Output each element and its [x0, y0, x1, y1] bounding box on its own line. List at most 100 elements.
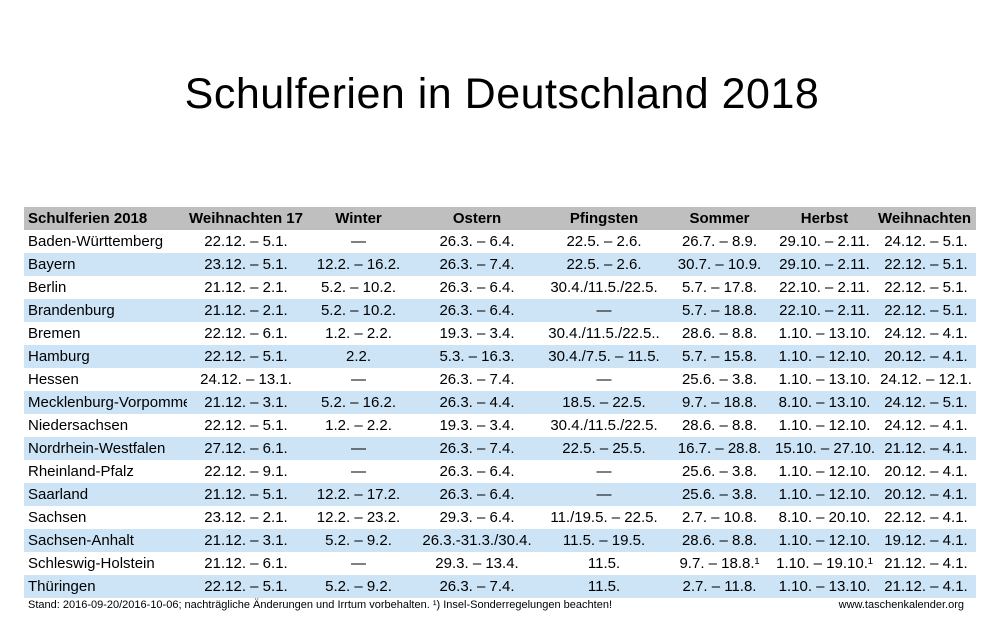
holiday-cell: 11.5. [542, 552, 666, 575]
holiday-cell: 2.2. [305, 345, 412, 368]
holiday-cell: 24.12. – 4.1. [876, 322, 976, 345]
holiday-table: Schulferien 2018 Weihnachten 17 Winter O… [24, 207, 976, 598]
table-row: Bremen 22.12. – 6.1. 1.2. – 2.2. 19.3. – 3.… [24, 322, 976, 345]
page-title: Schulferien in Deutschland 2018 [184, 70, 820, 118]
holiday-cell: 30.4./7.5. – 11.5. [542, 345, 666, 368]
holiday-cell: 21.12. – 2.1. [187, 276, 305, 299]
holiday-cell: 30.4./11.5./22.5.. [542, 322, 666, 345]
holiday-cell: 20.12. – 4.1. [876, 345, 976, 368]
state-name-cell: Berlin [24, 276, 187, 299]
holiday-cell: 15.10. – 27.10. [773, 437, 876, 460]
holiday-cell: 26.3. – 6.4. [412, 276, 542, 299]
holiday-cell: 24.12. – 12.1. [876, 368, 976, 391]
holiday-cell: 22.10. – 2.11. [773, 276, 876, 299]
holiday-cell: 26.3.-31.3./30.4. [412, 529, 542, 552]
holiday-cell: 9.7. – 18.8.¹ [666, 552, 773, 575]
holiday-cell: 2.7. – 11.8. [666, 575, 773, 598]
table-row: Baden-Württemberg 22.12. – 5.1. —26.3. – 6… [24, 230, 976, 253]
holiday-cell: 5.7. – 15.8. [666, 345, 773, 368]
holiday-cell: — [305, 368, 412, 391]
state-name-cell: Bayern [24, 253, 187, 276]
table-row: Sachsen-Anhalt 21.12. – 3.1. 5.2. – 9.2. 26… [24, 529, 976, 552]
holiday-cell: 29.10. – 2.11. [773, 253, 876, 276]
holiday-cell: 12.2. – 16.2. [305, 253, 412, 276]
holiday-cell: 20.12. – 4.1. [876, 460, 976, 483]
table-row: Mecklenburg-Vorpommern21.12. – 3.1.5.2. … [24, 391, 976, 414]
holiday-cell: 1.2. – 2.2. [305, 322, 412, 345]
holiday-cell: 19.12. – 4.1. [876, 529, 976, 552]
holiday-cell: 22.12. – 5.1. [876, 299, 976, 322]
holiday-cell: 22.5. – 2.6. [542, 253, 666, 276]
holiday-cell: 26.3. – 7.4. [412, 368, 542, 391]
holiday-cell: 21.12. – 2.1. [187, 299, 305, 322]
holiday-cell: 19.3. – 3.4. [412, 414, 542, 437]
state-name-cell: Niedersachsen [24, 414, 187, 437]
state-name-cell: Hessen [24, 368, 187, 391]
table-row: Thüringen 22.12. – 5.1. 5.2. – 9.2. 26.3. –… [24, 575, 976, 598]
holiday-cell: 25.6. – 3.8. [666, 460, 773, 483]
holiday-cell: 16.7. – 28.8. [666, 437, 773, 460]
holiday-cell: 1.10. – 13.10. [773, 322, 876, 345]
holiday-cell: 11.5. [542, 575, 666, 598]
holiday-cell: 1.10. – 13.10. [773, 575, 876, 598]
holiday-cell: 23.12. – 2.1. [187, 506, 305, 529]
state-name-cell: Hamburg [24, 345, 187, 368]
holiday-cell: 22.12. – 4.1. [876, 506, 976, 529]
holiday-cell: 30.4./11.5./22.5. [542, 414, 666, 437]
holiday-cell: 22.12. – 5.1. [187, 414, 305, 437]
holiday-cell: 27.12. – 6.1. [187, 437, 305, 460]
holiday-cell: 21.12. – 4.1. [876, 437, 976, 460]
holiday-cell: — [542, 460, 666, 483]
holiday-cell: 8.10. – 20.10. [773, 506, 876, 529]
state-name-cell: Mecklenburg-Vorpommern [24, 391, 187, 414]
holiday-cell: 5.2. – 16.2. [305, 391, 412, 414]
holiday-cell: 22.12. – 5.1. [187, 345, 305, 368]
holiday-cell: 24.12. – 13.1. [187, 368, 305, 391]
holiday-cell: 22.5. – 2.6. [542, 230, 666, 253]
holiday-cell: — [305, 460, 412, 483]
holiday-cell: 12.2. – 17.2. [305, 483, 412, 506]
holiday-cell: 1.2. – 2.2. [305, 414, 412, 437]
holiday-cell: 22.10. – 2.11. [773, 299, 876, 322]
holiday-cell: 5.2. – 10.2. [305, 276, 412, 299]
holiday-cell: 26.3. – 6.4. [412, 299, 542, 322]
holiday-cell: 26.3. – 6.4. [412, 460, 542, 483]
holiday-cell: 8.10. – 13.10. [773, 391, 876, 414]
table-row: Hessen 24.12. – 13.1. —26.3. – 7.4. —25.6. … [24, 368, 976, 391]
holiday-cell: 26.3. – 4.4. [412, 391, 542, 414]
holiday-cell: 22.12. – 5.1. [187, 230, 305, 253]
column-header: Schulferien 2018 [24, 207, 187, 230]
holiday-cell: 24.12. – 5.1. [876, 230, 976, 253]
holiday-cell: 26.7. – 8.9. [666, 230, 773, 253]
holiday-cell: 25.6. – 3.8. [666, 483, 773, 506]
holiday-cell: 25.6. – 3.8. [666, 368, 773, 391]
table-body: Baden-Württemberg 22.12. – 5.1. —26.3. – 6… [24, 230, 976, 598]
holiday-cell: 1.10. – 12.10. [773, 529, 876, 552]
holiday-cell: 22.5. – 25.5. [542, 437, 666, 460]
holiday-cell: 22.12. – 6.1. [187, 322, 305, 345]
state-name-cell: Sachsen-Anhalt [24, 529, 187, 552]
footer-url[interactable]: www.taschenkalender.org [838, 599, 964, 611]
holiday-cell: 22.12. – 5.1. [876, 253, 976, 276]
holiday-cell: 9.7. – 18.8. [666, 391, 773, 414]
table-row: Brandenburg 21.12. – 2.1. 5.2. – 10.2. 26.3… [24, 299, 976, 322]
holiday-cell: 21.12. – 4.1. [876, 552, 976, 575]
table-row: Saarland 21.12. – 5.1. 12.2. – 17.2. 26.3. … [24, 483, 976, 506]
holiday-cell: 30.7. – 10.9. [666, 253, 773, 276]
state-name-cell: Saarland [24, 483, 187, 506]
table-row: Nordrhein-Westfalen 27.12. – 6.1. —26.3. –… [24, 437, 976, 460]
column-header: Pfingsten [542, 207, 666, 230]
holiday-cell: 22.12. – 5.1. [187, 575, 305, 598]
holiday-cell: 26.3. – 6.4. [412, 230, 542, 253]
holiday-cell: 26.3. – 6.4. [412, 483, 542, 506]
holiday-cell: 30.4./11.5./22.5. [542, 276, 666, 299]
holiday-cell: 22.12. – 9.1. [187, 460, 305, 483]
holiday-cell: 1.10. – 12.10. [773, 460, 876, 483]
state-name-cell: Sachsen [24, 506, 187, 529]
holiday-cell: — [542, 368, 666, 391]
holiday-cell: 5.2. – 10.2. [305, 299, 412, 322]
holiday-cell: 21.12. – 4.1. [876, 575, 976, 598]
holiday-cell: 26.3. – 7.4. [412, 575, 542, 598]
holiday-cell: 12.2. – 23.2. [305, 506, 412, 529]
holiday-cell: — [542, 483, 666, 506]
